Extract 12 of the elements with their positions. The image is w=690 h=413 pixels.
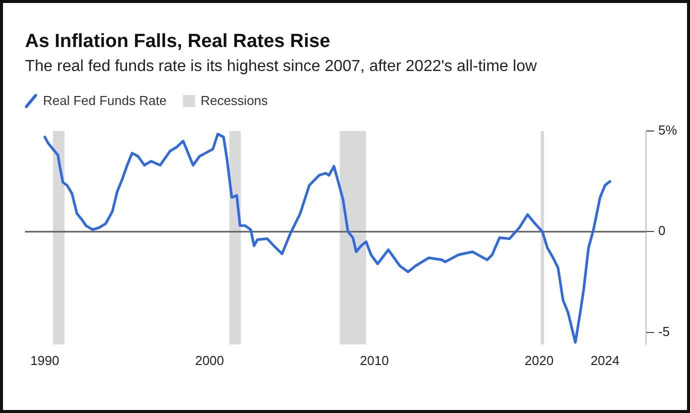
x-tick-label: 2010 <box>360 352 389 368</box>
y-tick-label: -5 <box>658 324 670 339</box>
chart-title: As Inflation Falls, Real Rates Rise <box>25 31 330 53</box>
x-tick-label: 2020 <box>524 352 554 368</box>
legend-label: Recessions <box>200 93 268 108</box>
y-tick-label: 0 <box>658 223 666 238</box>
legend-label: Real Fed Funds Rate <box>43 93 167 108</box>
x-tick-label: 2024 <box>590 352 620 368</box>
x-tick-label: 1990 <box>30 352 60 368</box>
chart-subtitle: The real fed funds rate is its highest since 2007, after 2022's all-time low <box>25 58 537 76</box>
x-tick-label: 2000 <box>195 352 224 368</box>
y-tick-label: 5% <box>658 122 678 138</box>
